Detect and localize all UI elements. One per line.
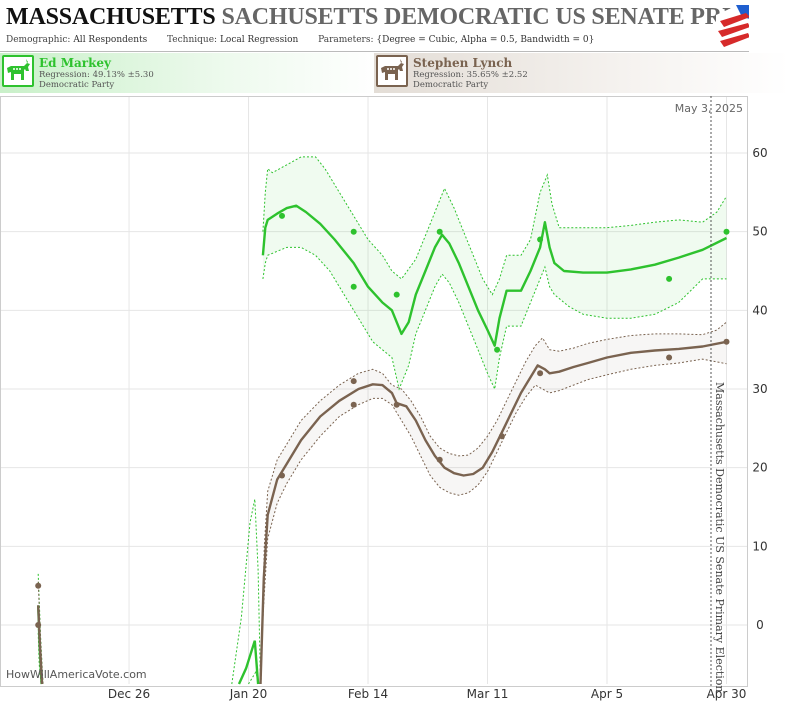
y-tick-label: 40	[752, 303, 767, 317]
x-tick-label: Jan 20	[229, 687, 268, 701]
x-tick-label: Dec 26	[108, 687, 150, 701]
donkey-icon	[2, 55, 34, 87]
technique-label: Technique:	[167, 35, 218, 45]
poll-point-stephen-lynch	[350, 401, 357, 408]
plot-frame	[0, 96, 748, 687]
candidate-card-markey[interactable]: Ed Markey Regression: 49.13% ±5.30 Democ…	[0, 53, 380, 93]
parameters-label: Parameters:	[318, 35, 374, 45]
y-tick-label: 50	[752, 225, 767, 239]
parameters-line: Demographic: All Respondents Technique: …	[6, 35, 594, 45]
x-tick-label: Apr 30	[707, 687, 747, 701]
title-election: SACHUSETTS DEMOCRATIC US SENATE PRIM	[221, 4, 749, 30]
early-regression-stephen-lynch	[37, 605, 44, 685]
mid-lower-ed-markey	[248, 670, 260, 685]
poll-point-ed-markey	[279, 212, 285, 219]
parameters-value: {Degree = Cubic, Alpha = 0.5, Bandwidth …	[376, 35, 595, 45]
x-tick-label: Feb 14	[348, 687, 388, 701]
poll-point-stephen-lynch	[723, 338, 730, 345]
title-state: MASSACHUSETTS	[6, 4, 216, 30]
candidate-legend: Ed Markey Regression: 49.13% ±5.30 Democ…	[0, 53, 789, 93]
current-date-label: May 3, 2025	[675, 102, 743, 115]
candidate-name: Stephen Lynch	[413, 56, 513, 70]
lower-bound-stephen-lynch	[259, 358, 727, 685]
technique-value: Local Regression	[219, 35, 299, 45]
confidence-band-stephen-lynch	[260, 322, 727, 684]
page-title: MASSACHUSETTS SACHUSETTS DEMOCRATIC US SE…	[6, 4, 749, 31]
y-tick-label: 0	[756, 618, 764, 632]
poll-point-stephen-lynch	[666, 354, 673, 361]
poll-point-stephen-lynch	[35, 622, 42, 628]
candidate-card-lynch[interactable]: Stephen Lynch Regression: 35.65% ±2.52 D…	[374, 53, 789, 93]
x-tick-label: Mar 11	[467, 687, 509, 701]
candidate-party: Democratic Party	[39, 80, 115, 90]
y-tick-label: 30	[752, 382, 767, 396]
regression-line-stephen-lynch	[259, 340, 727, 685]
candidate-regression: Regression: 49.13% ±5.30	[39, 70, 154, 80]
upper-bound-stephen-lynch	[260, 321, 727, 685]
poll-point-ed-markey	[494, 346, 501, 353]
regression-line-ed-markey	[261, 204, 728, 347]
demographic-value: All Respondents	[73, 35, 148, 45]
candidate-regression: Regression: 35.65% ±2.52	[413, 70, 528, 80]
watermark: HowWillAmericaVote.com	[6, 668, 147, 681]
poll-point-stephen-lynch	[498, 433, 505, 440]
demographic-label: Demographic:	[6, 35, 71, 45]
poll-point-stephen-lynch	[35, 582, 42, 589]
poll-point-stephen-lynch	[279, 472, 285, 479]
poll-point-ed-markey	[723, 228, 730, 235]
poll-point-ed-markey	[350, 283, 357, 290]
mid-upper-ed-markey	[231, 499, 261, 685]
donkey-icon	[376, 55, 408, 87]
chart-header: MASSACHUSETTS SACHUSETTS DEMOCRATIC US SE…	[0, 0, 749, 52]
x-tick-label: Apr 5	[591, 687, 623, 701]
confidence-band-ed-markey	[262, 156, 727, 389]
poll-point-ed-markey	[436, 228, 443, 235]
y-tick-label: 20	[752, 461, 767, 475]
mid-regression-ed-markey	[237, 640, 260, 685]
poll-point-ed-markey	[537, 236, 544, 243]
y-tick-label: 60	[752, 146, 767, 160]
poll-point-stephen-lynch	[537, 370, 544, 377]
y-tick-label: 10	[752, 539, 767, 553]
poll-point-stephen-lynch	[393, 401, 400, 408]
upper-bound-ed-markey	[262, 156, 727, 296]
candidate-name: Ed Markey	[39, 56, 112, 70]
poll-point-ed-markey	[350, 228, 357, 235]
election-side-label: Massachusetts Democratic US Senate Prima…	[713, 382, 726, 693]
flag-logo-icon	[716, 5, 749, 49]
poll-point-ed-markey	[393, 291, 400, 298]
poll-point-stephen-lynch	[350, 378, 357, 385]
header-divider	[0, 51, 749, 52]
poll-point-ed-markey	[666, 275, 673, 282]
chart-area: 0 10 20 30 40 50 60 Dec 26 Jan 20 Feb 14 Mar 11 Apr…	[0, 94, 789, 704]
poll-point-stephen-lynch	[436, 456, 443, 463]
lower-bound-ed-markey	[262, 246, 727, 391]
candidate-party: Democratic Party	[413, 80, 489, 90]
regression-chart: 0 10 20 30 40 50 60 Dec 26 Jan 20 Feb 14 Mar 11 Apr…	[0, 96, 768, 701]
